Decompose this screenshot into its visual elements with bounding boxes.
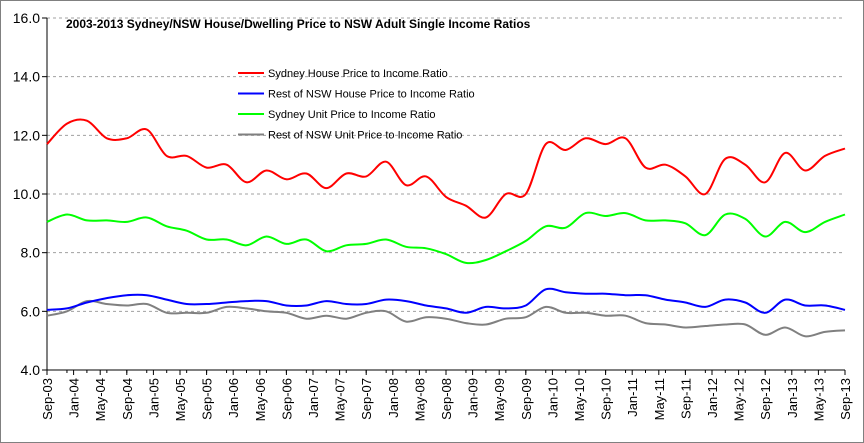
x-tick-label: Jan-07 (306, 378, 321, 418)
x-tick-label: Jan-12 (705, 378, 720, 418)
series-line-sydney-house-price-to-income-ratio (46, 118, 846, 219)
y-tick-label: 12.0 (13, 127, 40, 143)
x-tick-label: Jan-05 (146, 378, 161, 418)
y-tick-label: 16.0 (13, 10, 40, 26)
y-axis-ticks: 4.0 6.0 8.0 10.0 12.0 14.0 16.0 (13, 10, 47, 378)
x-tick-label: Jan-10 (545, 378, 560, 418)
legend-label: Sydney Unit Price to Income Ratio (268, 109, 436, 121)
x-tick-label: Sep-05 (200, 378, 215, 420)
x-tick-label: Sep-07 (359, 378, 374, 420)
x-tick-label: May-10 (572, 378, 587, 421)
x-tick-label: May-07 (333, 378, 348, 421)
x-tick-label: May-05 (173, 378, 188, 421)
chart-title: 2003-2013 Sydney/NSW House/Dwelling Pric… (66, 17, 531, 31)
x-tick-label: Jan-09 (466, 378, 481, 418)
x-tick-label: Sep-04 (120, 378, 135, 420)
gridlines (47, 17, 845, 312)
x-tick-label: May-11 (652, 378, 667, 420)
x-tick-label: Jan-08 (386, 378, 401, 418)
x-tick-label: Jan-04 (67, 378, 82, 418)
legend: Sydney House Price to Income Ratio Rest o… (238, 68, 475, 142)
x-tick-label: Jan-13 (785, 378, 800, 418)
y-tick-label: 10.0 (13, 186, 40, 202)
series-lines (46, 118, 846, 338)
series-line-rest-of-nsw-unit-price-to-income-ratio (46, 299, 846, 338)
x-tick-label: Sep-06 (279, 378, 294, 420)
x-axis-ticks: Sep-03 Jan-04 May-04 Sep-04 Jan-05 May-05 Sep-… (40, 370, 853, 421)
x-tick-label: May-13 (811, 378, 826, 421)
y-tick-label: 6.0 (21, 303, 41, 319)
x-tick-label: May-09 (492, 378, 507, 421)
y-tick-label: 8.0 (21, 245, 41, 261)
series-line-rest-of-nsw-house-price-to-income-ratio (46, 287, 846, 314)
x-tick-label: Sep-08 (439, 378, 454, 420)
x-tick-label: May-12 (732, 378, 747, 421)
x-tick-label: Jan-06 (226, 378, 241, 418)
series-line-sydney-unit-price-to-income-ratio (46, 211, 846, 265)
legend-label: Rest of NSW Unit Price to Income Ratio (268, 130, 462, 142)
legend-label: Sydney House Price to Income Ratio (268, 68, 448, 80)
x-tick-label: Jan-11 (625, 378, 640, 417)
x-tick-label: Sep-13 (838, 378, 853, 420)
x-tick-label: Sep-03 (40, 378, 55, 420)
x-tick-label: May-06 (253, 378, 268, 421)
legend-label: Rest of NSW House Price to Income Ratio (268, 89, 475, 101)
x-tick-label: May-08 (412, 378, 427, 421)
x-tick-label: May-04 (93, 378, 108, 421)
x-tick-label: Sep-11 (678, 378, 693, 419)
x-tick-label: Sep-09 (519, 378, 534, 420)
y-tick-label: 14.0 (13, 69, 40, 85)
y-tick-label: 4.0 (21, 362, 41, 378)
x-tick-label: Sep-12 (758, 378, 773, 420)
x-tick-label: Sep-10 (599, 378, 614, 420)
